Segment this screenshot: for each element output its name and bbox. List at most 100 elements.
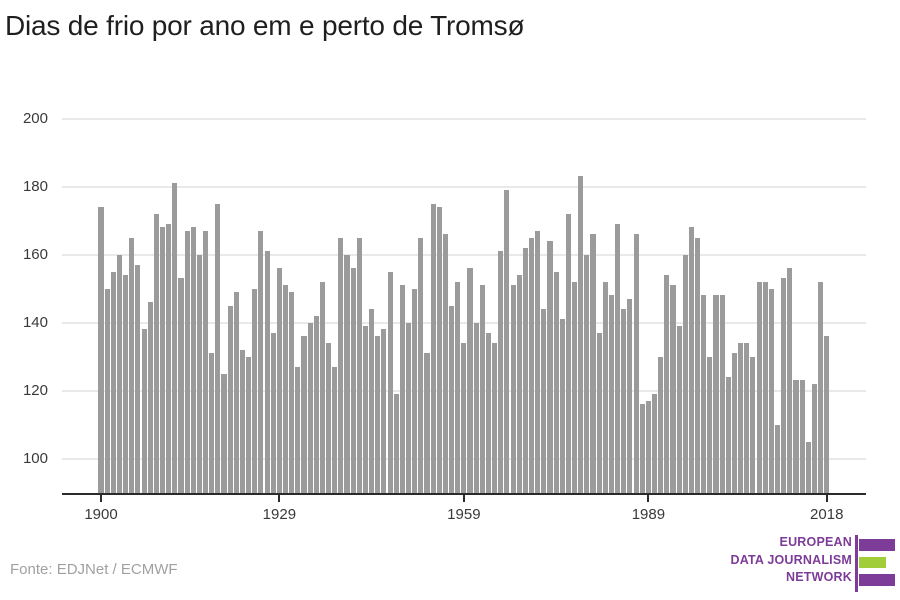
bar-1922	[233, 291, 239, 494]
gridline	[62, 117, 866, 120]
bar-1983	[608, 295, 615, 494]
bar-1903	[116, 254, 122, 494]
logo-bar-green	[859, 556, 886, 568]
bar-1995	[682, 254, 688, 494]
bar-2013	[793, 380, 799, 494]
logo-line-1: EUROPEAN	[779, 535, 852, 549]
bar-1974	[553, 271, 559, 494]
edjnet-logo-text: EUROPEAN DATA JOURNALISM NETWORK	[700, 534, 852, 587]
bar-1957	[449, 305, 455, 494]
bar-1963	[485, 332, 492, 494]
bar-1946	[381, 329, 387, 494]
bar-2006	[750, 356, 756, 494]
bar-1949	[399, 285, 405, 494]
bar-1938	[332, 366, 338, 494]
bar-1943	[362, 325, 368, 494]
bar-2011	[781, 278, 787, 494]
bar-1994	[676, 325, 682, 494]
bar-1924	[246, 356, 252, 494]
bar-1912	[172, 183, 178, 494]
bar-2008	[762, 281, 768, 494]
bar-1953	[424, 353, 430, 494]
gridline	[62, 253, 866, 256]
x-tick-label: 1929	[262, 506, 297, 523]
bar-1987	[633, 234, 639, 494]
gridline	[62, 321, 866, 324]
bar-1939	[338, 237, 344, 494]
bar-1901	[104, 288, 110, 494]
x-tick-label: 2018	[810, 506, 844, 523]
bar-1915	[190, 227, 196, 494]
bar-1984	[615, 223, 621, 494]
bar-1933	[301, 336, 307, 494]
bar-1959	[461, 342, 467, 494]
chart-title: Dias de frio por ano em e perto de Troms…	[5, 10, 525, 41]
bar-1978	[578, 176, 584, 494]
bar-1954	[430, 203, 436, 494]
x-tick-label: 1900	[84, 506, 118, 523]
bar-1999	[707, 356, 713, 494]
bar-1989	[645, 400, 651, 494]
bar-2009	[768, 288, 774, 494]
bar-1928	[270, 332, 276, 494]
x-tick-label: 1959	[447, 506, 481, 523]
y-tick-label: 120	[22, 382, 48, 399]
bar-1902	[110, 271, 116, 494]
bar-2015	[805, 441, 811, 494]
x-tick-mark	[462, 495, 465, 502]
bar-2018	[824, 336, 830, 494]
bar-1920	[221, 373, 227, 494]
bar-1934	[307, 322, 313, 494]
bar-1907	[141, 329, 147, 494]
y-tick-label: 100	[22, 450, 48, 467]
bar-1908	[147, 302, 153, 494]
bar-2010	[774, 424, 781, 494]
bar-1944	[369, 308, 375, 494]
x-tick-mark	[647, 495, 650, 502]
bar-1980	[590, 234, 596, 494]
bar-1916	[196, 254, 202, 494]
bar-1972	[541, 308, 547, 494]
bar-1958	[455, 281, 461, 494]
bar-1973	[547, 240, 553, 494]
bar-1966	[504, 189, 510, 494]
bar-1913	[178, 278, 184, 494]
bar-1955	[436, 206, 442, 494]
y-tick-label: 140	[22, 314, 48, 331]
bar-1910	[159, 227, 166, 494]
bar-2000	[713, 295, 719, 494]
bar-1918	[209, 353, 215, 494]
bar-2016	[811, 383, 817, 494]
y-tick-label: 160	[22, 246, 48, 263]
x-tick-mark	[825, 495, 828, 502]
y-tick-label: 180	[22, 178, 48, 195]
bar-1909	[153, 213, 159, 494]
bar-1985	[621, 308, 627, 494]
bar-1952	[418, 237, 424, 494]
logo-line-3: NETWORK	[786, 570, 852, 584]
bar-1962	[479, 285, 485, 494]
x-tick-label: 1989	[631, 506, 666, 523]
bar-1947	[387, 271, 393, 494]
bar-1997	[695, 237, 701, 494]
bar-1905	[129, 237, 135, 494]
x-axis-line	[62, 492, 866, 495]
bar-1981	[596, 332, 602, 494]
bar-1917	[203, 230, 209, 494]
bar-2002	[725, 376, 731, 494]
bar-1964	[492, 342, 498, 494]
bar-1940	[344, 254, 350, 494]
bar-2012	[787, 268, 793, 494]
logo-line-2: DATA JOURNALISM	[730, 552, 852, 567]
bar-1919	[215, 203, 221, 494]
bar-1951	[412, 288, 418, 494]
bar-1968	[516, 274, 522, 494]
bar-1906	[135, 264, 141, 494]
bar-1993	[670, 285, 676, 494]
gridline	[62, 185, 866, 188]
bar-1986	[627, 298, 633, 494]
bar-1932	[295, 366, 301, 494]
bar-1914	[184, 230, 190, 494]
y-tick-label: 200	[22, 110, 48, 127]
